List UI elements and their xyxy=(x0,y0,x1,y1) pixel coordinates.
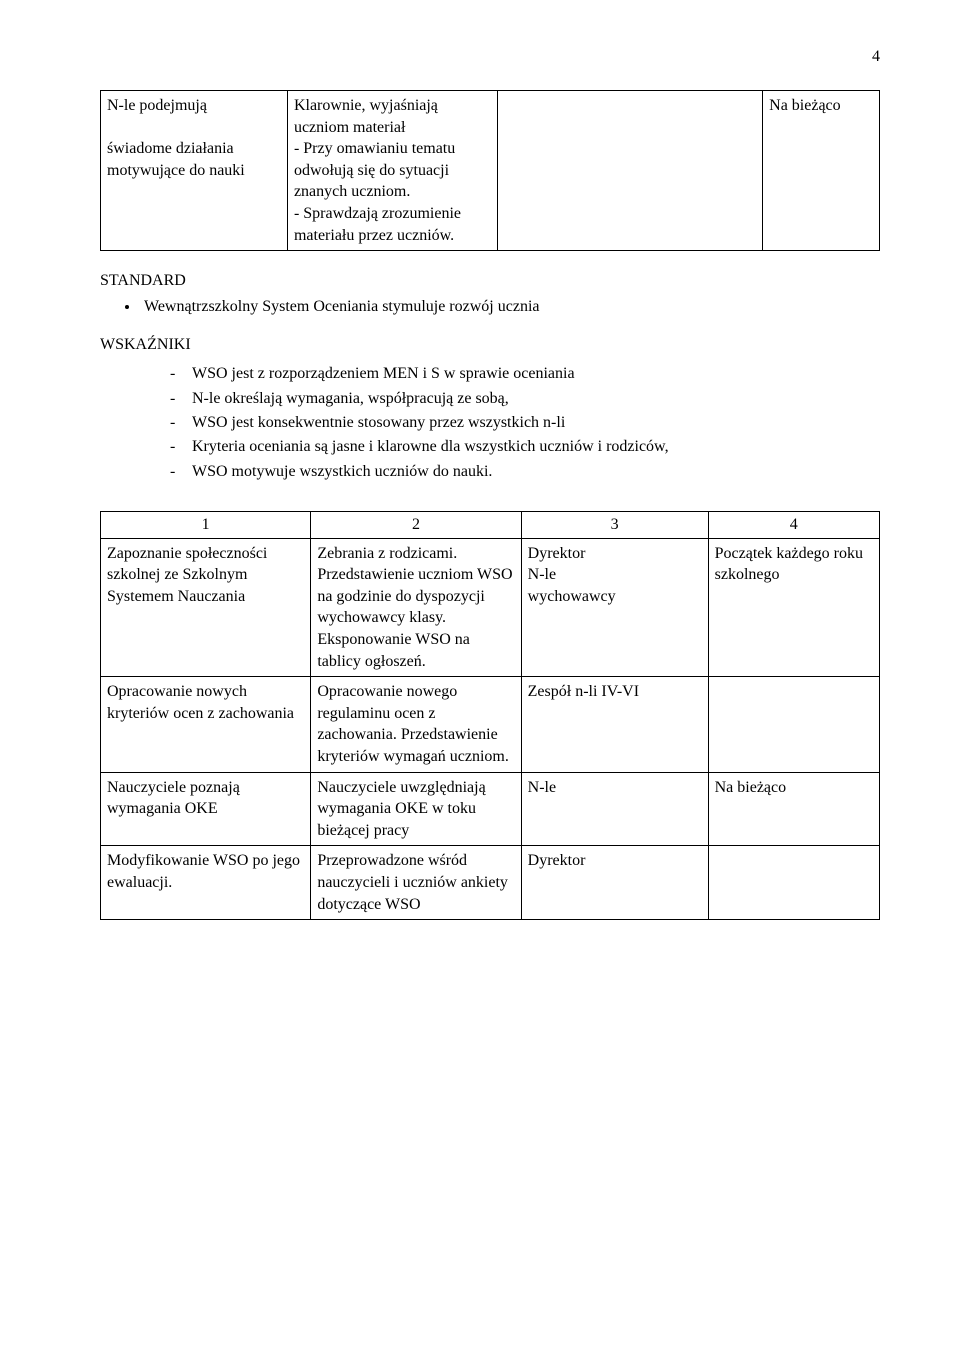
col-num: 1 xyxy=(101,512,311,539)
cell: N-le podejmują świadome działania motywu… xyxy=(101,91,288,251)
cell xyxy=(498,91,763,251)
cell: Początek każdego roku szkolnego xyxy=(708,538,879,677)
page-number: 4 xyxy=(100,48,880,66)
table-bottom: 1 2 3 4 Zapoznanie społeczności szkolnej… xyxy=(100,511,880,920)
col-num: 4 xyxy=(708,512,879,539)
list-item: WSO jest konsekwentnie stosowany przez w… xyxy=(170,412,880,434)
cell: Nauczyciele uwzględniają wymagania OKE w… xyxy=(311,772,521,846)
col-num: 2 xyxy=(311,512,521,539)
cell: Zespół n-li IV-VI xyxy=(521,677,708,772)
table-top: N-le podejmują świadome działania motywu… xyxy=(100,90,880,251)
list-item: Kryteria oceniania są jasne i klarowne d… xyxy=(170,436,880,458)
cell xyxy=(708,846,879,920)
list-item: WSO jest z rozporządzeniem MEN i S w spr… xyxy=(170,363,880,385)
cell: Zapoznanie społeczności szkolnej ze Szko… xyxy=(101,538,311,677)
wskazniki-list: WSO jest z rozporządzeniem MEN i S w spr… xyxy=(170,363,880,483)
table-row: Zapoznanie społeczności szkolnej ze Szko… xyxy=(101,538,880,677)
wskazniki-title: WSKAŹNIKI xyxy=(100,333,880,357)
cell: Na bieżąco xyxy=(763,91,880,251)
cell: Klarownie, wyjaśniają uczniom materiał -… xyxy=(287,91,497,251)
cell: Opracowanie nowego regulaminu ocen z zac… xyxy=(311,677,521,772)
standard-bullet: Wewnątrzszkolny System Oceniania stymulu… xyxy=(140,295,880,319)
table-row: Opracowanie nowych kryteriów ocen z zach… xyxy=(101,677,880,772)
cell xyxy=(708,677,879,772)
cell: N-le xyxy=(521,772,708,846)
cell: Na bieżąco xyxy=(708,772,879,846)
cell: Przeprowadzone wśród nauczycieli i uczni… xyxy=(311,846,521,920)
list-item: WSO motywuje wszystkich uczniów do nauki… xyxy=(170,461,880,483)
cell: Modyfikowanie WSO po jego ewaluacji. xyxy=(101,846,311,920)
cell: Dyrektor xyxy=(521,846,708,920)
standard-section: STANDARD Wewnątrzszkolny System Oceniani… xyxy=(100,269,880,483)
cell: Opracowanie nowych kryteriów ocen z zach… xyxy=(101,677,311,772)
standard-bullet-list: Wewnątrzszkolny System Oceniania stymulu… xyxy=(140,295,880,319)
table-header-row: 1 2 3 4 xyxy=(101,512,880,539)
table-row: Nauczyciele poznają wymagania OKE Nauczy… xyxy=(101,772,880,846)
table-row: Modyfikowanie WSO po jego ewaluacji. Prz… xyxy=(101,846,880,920)
list-item: N-le określają wymagania, współpracują z… xyxy=(170,388,880,410)
standard-title: STANDARD xyxy=(100,269,880,293)
cell: Zebrania z rodzicami. Przedstawienie ucz… xyxy=(311,538,521,677)
table-row: N-le podejmują świadome działania motywu… xyxy=(101,91,880,251)
cell: Dyrektor N-le wychowawcy xyxy=(521,538,708,677)
cell: Nauczyciele poznają wymagania OKE xyxy=(101,772,311,846)
col-num: 3 xyxy=(521,512,708,539)
